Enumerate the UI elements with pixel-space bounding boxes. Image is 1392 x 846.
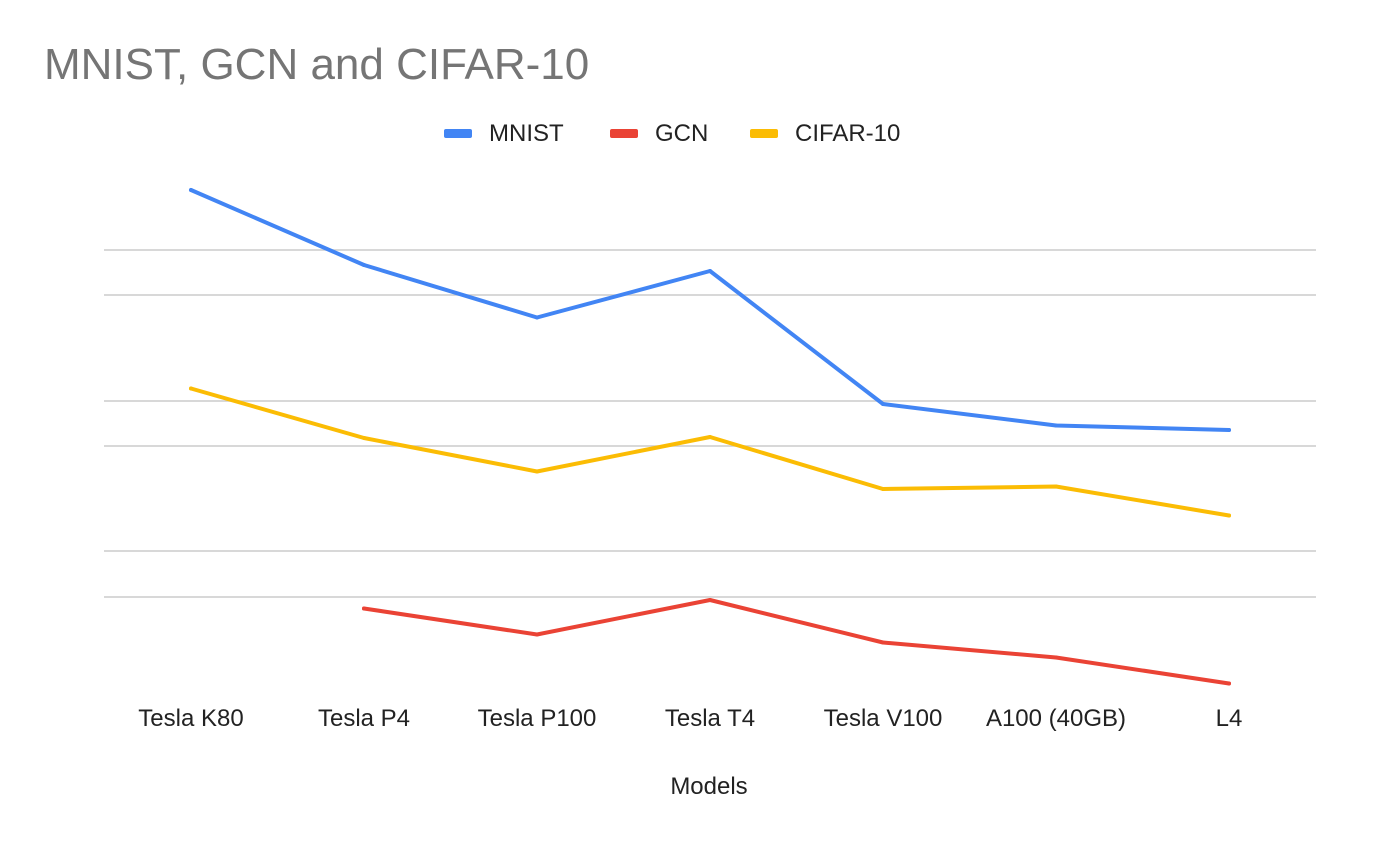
legend-label: GCN — [655, 120, 708, 147]
data-point — [189, 386, 193, 391]
data-point — [535, 469, 539, 474]
data-point — [708, 598, 712, 602]
legend-swatch — [750, 129, 778, 138]
data-point — [1227, 681, 1231, 686]
x-tick-label: Tesla P100 — [478, 705, 597, 732]
legend-label: CIFAR-10 — [795, 120, 900, 147]
data-point — [708, 435, 712, 439]
data-point — [535, 632, 539, 637]
legend: MNIST GCN CIFAR-10 — [444, 120, 900, 147]
data-point — [1054, 484, 1058, 489]
x-tick-label: L4 — [1216, 705, 1243, 732]
data-point — [708, 269, 712, 273]
series-line-mnist — [189, 188, 1231, 432]
series-lines — [189, 188, 1231, 686]
legend-label: MNIST — [489, 120, 564, 147]
data-point — [1054, 423, 1058, 428]
data-point — [362, 263, 366, 267]
chart-title: MNIST, GCN and CIFAR-10 — [44, 40, 590, 89]
data-point — [1227, 513, 1231, 518]
x-axis-label: Models — [670, 773, 747, 800]
data-point — [881, 402, 885, 406]
data-point — [1054, 655, 1058, 660]
data-point — [881, 640, 885, 645]
legend-swatch — [610, 129, 638, 138]
series-line-gcn — [362, 598, 1231, 686]
data-point — [362, 436, 366, 440]
data-point — [1227, 428, 1231, 432]
x-tick-label: Tesla K80 — [138, 705, 243, 732]
data-point — [535, 315, 539, 320]
legend-swatch — [444, 129, 472, 138]
data-point — [881, 487, 885, 491]
data-point — [362, 606, 366, 611]
x-tick-label: Tesla P4 — [318, 705, 410, 732]
x-tick-label: Tesla V100 — [824, 705, 943, 732]
x-tick-labels: Tesla K80 Tesla P4 Tesla P100 Tesla T4 Tesla… — [138, 705, 1242, 732]
x-tick-label: Tesla T4 — [665, 705, 755, 732]
gridlines — [104, 249, 1316, 598]
data-point — [189, 188, 193, 192]
series-line-cifar-10 — [189, 386, 1231, 518]
x-tick-label: A100 (40GB) — [986, 705, 1126, 732]
